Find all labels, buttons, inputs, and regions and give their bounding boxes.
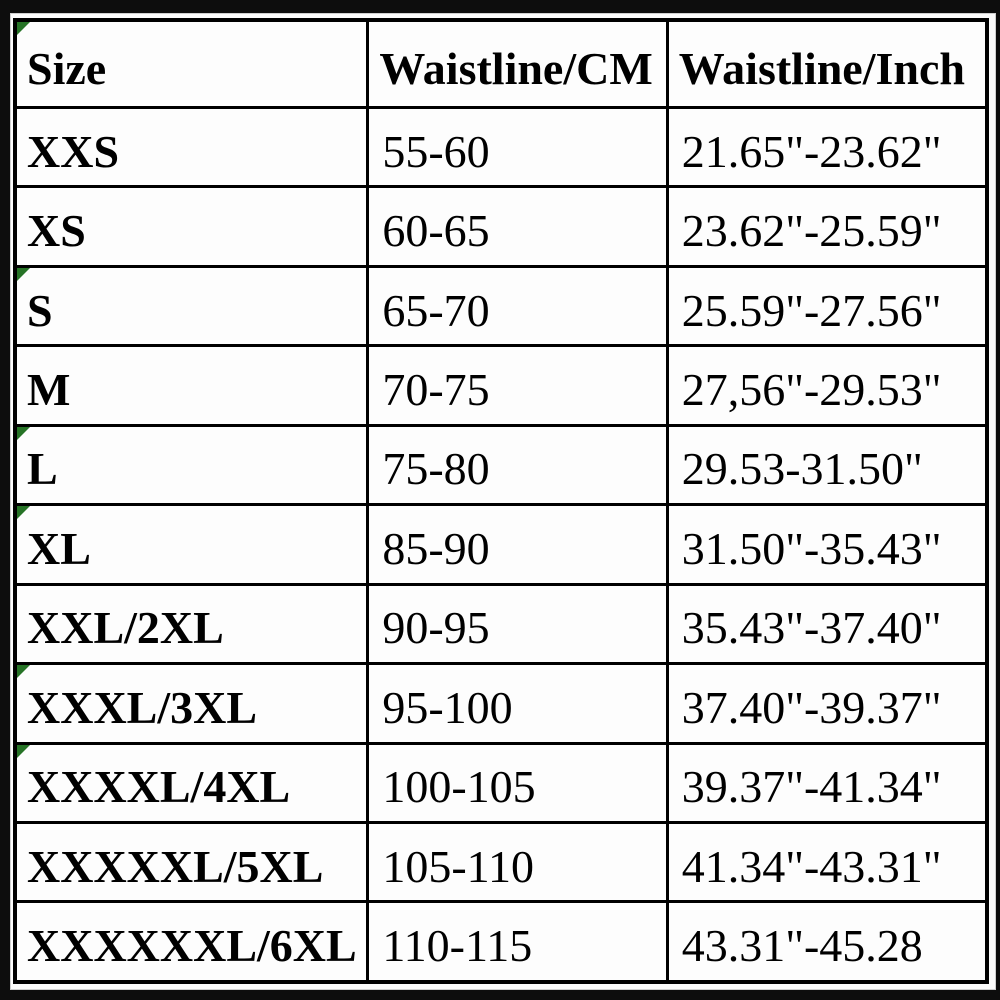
waistline-inch-cell[interactable]: 31.50"-35.43" (665, 503, 989, 586)
size-cell[interactable]: M (13, 344, 370, 427)
cell-marker-icon (17, 269, 30, 281)
table-row: XXXXL/4XL 100-105 39.37"-41.34" (13, 741, 989, 824)
waistline-inch-value: 37.40"-39.37" (681, 681, 942, 733)
waistline-inch-value: 23.62"-25.59" (681, 205, 942, 257)
waistline-cm-value: 95-100 (382, 681, 513, 733)
size-value: XXXXL/4XL (27, 761, 291, 813)
size-cell[interactable]: XXXL/3XL (13, 662, 370, 745)
table-row: XXXXXL/5XL 105-110 41.34"-43.31" (13, 820, 989, 904)
waistline-inch-value: 35.43"-37.40" (681, 602, 942, 654)
size-cell[interactable]: XXXXXXL/6XL (13, 900, 370, 984)
size-cell[interactable]: L (13, 423, 370, 507)
waistline-cm-value: 90-95 (382, 602, 490, 654)
waistline-cm-value: 110-115 (382, 920, 533, 972)
waistline-inch-cell[interactable]: 35.43"-37.40" (665, 582, 989, 666)
cell-marker-icon (17, 507, 30, 520)
waistline-inch-cell[interactable]: 39.37"-41.34" (665, 741, 989, 824)
size-value: M (27, 364, 71, 416)
cell-marker-icon (17, 428, 30, 440)
waistline-cm-value: 105-110 (382, 840, 534, 892)
size-cell[interactable]: XS (13, 185, 370, 268)
header-cell-size[interactable]: Size (13, 18, 370, 109)
waistline-cm-value: 65-70 (382, 284, 490, 336)
waistline-inch-value: 25.59"-27.56" (681, 284, 942, 336)
size-value: XXXXXXL/6XL (27, 920, 357, 972)
waistline-inch-value: 43.31"-45.28 (681, 920, 923, 972)
size-cell[interactable]: S (13, 264, 370, 348)
waistline-inch-cell[interactable]: 29.53-31.50" (665, 423, 989, 507)
size-cell[interactable]: XXXXXL/5XL (13, 820, 370, 904)
waistline-cm-cell[interactable]: 85-90 (366, 503, 669, 586)
size-cell[interactable]: XXXXL/4XL (13, 741, 370, 824)
waistline-inch-cell[interactable]: 23.62"-25.59" (665, 185, 989, 268)
header-label-waistline-cm: Waistline/CM (379, 42, 653, 94)
table-row: XXS 55-60 21.65"-23.62" (13, 105, 989, 189)
waistline-inch-value: 29.53-31.50" (681, 443, 923, 495)
cell-marker-icon (17, 746, 30, 758)
waistline-cm-value: 55-60 (382, 125, 490, 177)
size-value: XL (27, 522, 91, 574)
waistline-inch-cell[interactable]: 37.40"-39.37" (665, 662, 989, 745)
header-label-size: Size (27, 42, 107, 94)
waistline-cm-value: 60-65 (382, 205, 490, 257)
cell-marker-icon (17, 666, 30, 679)
waistline-cm-value: 70-75 (382, 364, 490, 416)
table-row: XL 85-90 31.50"-35.43" (13, 503, 989, 586)
header-row: Size Waistline/CM Waistline/Inch (13, 18, 989, 109)
size-cell[interactable]: XL (13, 503, 370, 586)
waistline-inch-value: 21.65"-23.62" (681, 125, 942, 177)
table-row: XXL/2XL 90-95 35.43"-37.40" (13, 582, 989, 666)
size-value: XXS (27, 125, 120, 177)
waistline-inch-cell[interactable]: 41.34"-43.31" (665, 820, 989, 904)
table-row: XS 60-65 23.62"-25.59" (13, 185, 989, 268)
header-label-waistline-inch: Waistline/Inch (678, 42, 965, 94)
waistline-inch-cell[interactable]: 43.31"-45.28 (665, 900, 989, 984)
size-chart-table: Size Waistline/CM Waistline/Inch XXS 55-… (13, 18, 989, 984)
waistline-inch-value: 31.50"-35.43" (681, 522, 942, 574)
waistline-inch-value: 27,56"-29.53" (681, 364, 942, 416)
waistline-inch-cell[interactable]: 21.65"-23.62" (665, 105, 989, 189)
size-value: S (27, 284, 53, 336)
waistline-cm-cell[interactable]: 70-75 (366, 344, 669, 427)
waistline-cm-value: 100-105 (382, 761, 536, 813)
table-row: L 75-80 29.53-31.50" (13, 423, 989, 507)
waistline-cm-cell[interactable]: 55-60 (366, 105, 669, 189)
waistline-cm-cell[interactable]: 75-80 (366, 423, 669, 507)
waistline-cm-value: 75-80 (382, 443, 490, 495)
waistline-cm-value: 85-90 (382, 522, 490, 574)
table-row: XXXXXXL/6XL 110-115 43.31"-45.28 (13, 900, 989, 984)
table-row: XXXL/3XL 95-100 37.40"-39.37" (13, 662, 989, 745)
table-row: S 65-70 25.59"-27.56" (13, 264, 989, 348)
waistline-cm-cell[interactable]: 110-115 (366, 900, 669, 984)
waistline-cm-cell[interactable]: 65-70 (366, 264, 669, 348)
waistline-inch-value: 41.34"-43.31" (681, 840, 942, 892)
size-value: XS (27, 205, 86, 257)
waistline-cm-cell[interactable]: 95-100 (366, 662, 669, 745)
waistline-cm-cell[interactable]: 105-110 (366, 820, 669, 904)
waistline-cm-cell[interactable]: 60-65 (366, 185, 669, 268)
header-cell-waistline-cm[interactable]: Waistline/CM (366, 18, 669, 109)
waistline-inch-value: 39.37"-41.34" (681, 761, 942, 813)
header-cell-waistline-inch[interactable]: Waistline/Inch (665, 18, 989, 109)
size-value: XXXXXL/5XL (27, 840, 324, 892)
spreadsheet-sheet: Size Waistline/CM Waistline/Inch XXS 55-… (10, 13, 996, 990)
cell-marker-icon (17, 22, 30, 35)
waistline-inch-cell[interactable]: 27,56"-29.53" (665, 344, 989, 427)
table-row: M 70-75 27,56"-29.53" (13, 344, 989, 427)
size-value: L (27, 443, 58, 495)
size-value: XXL/2XL (27, 602, 224, 654)
size-value: XXXL/3XL (27, 681, 258, 733)
size-cell[interactable]: XXS (13, 105, 370, 189)
waistline-inch-cell[interactable]: 25.59"-27.56" (665, 264, 989, 348)
table-body: XXS 55-60 21.65"-23.62" XS 60-65 23.62"-… (13, 105, 989, 984)
size-cell[interactable]: XXL/2XL (13, 582, 370, 666)
waistline-cm-cell[interactable]: 100-105 (366, 741, 669, 824)
waistline-cm-cell[interactable]: 90-95 (366, 582, 669, 666)
